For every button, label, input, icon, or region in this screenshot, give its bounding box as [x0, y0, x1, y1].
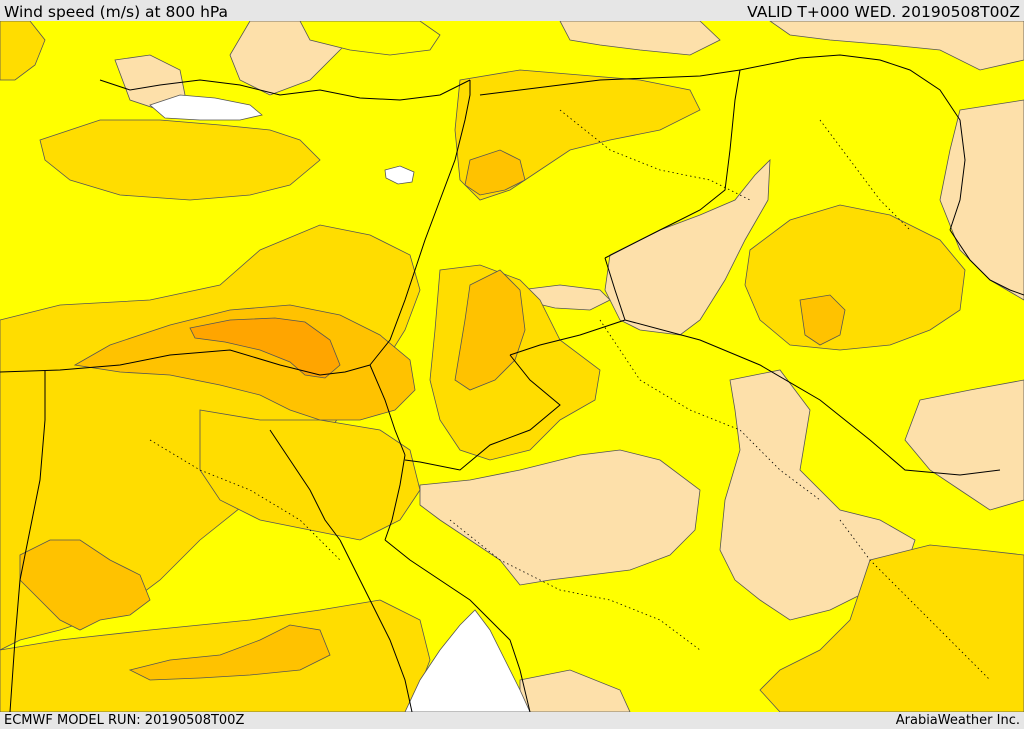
map-header: Wind speed (m/s) at 800 hPa VALID T+000 …: [0, 0, 1024, 21]
coastline-med-south: [0, 349, 371, 376]
red-sea-coast-west: [339, 539, 413, 712]
border-saudi-iraq: [624, 319, 1001, 476]
border-egypt-libya: [9, 370, 46, 712]
border-iraq-turkey: [799, 54, 966, 231]
wind-map-svg: [0, 21, 1024, 712]
model-run: ECMWF MODEL RUN: 20190508T00Z: [4, 713, 245, 728]
calm-region-syria: [604, 158, 771, 336]
valid-time: VALID T+000 WED. 20190508T00Z: [747, 3, 1020, 21]
red-sea-coast-east: [384, 539, 531, 712]
gulf-of-aqaba: [384, 454, 406, 541]
fresh-region-jordan-core: [454, 269, 526, 391]
border-jordan-saudi-south: [404, 354, 561, 471]
calm-region-ne-top: [769, 21, 1024, 71]
fresh-region-med-jet: [73, 304, 416, 421]
moderate-region-turkey-north: [299, 21, 441, 56]
map-title: Wind speed (m/s) at 800 hPa: [4, 3, 229, 21]
strong-region-jet-core: [189, 317, 341, 379]
moderate-region-se-corner: [759, 544, 1024, 712]
moderate-region-nw-corner: [0, 21, 46, 81]
border-egypt-israel: [369, 364, 406, 456]
no-data-regions: [149, 94, 531, 712]
no-data-red-sea: [404, 609, 531, 712]
wind-map[interactable]: [0, 21, 1024, 712]
calm-region-turkey: [559, 21, 721, 56]
fresh-region-egypt-strip: [128, 624, 331, 681]
calm-region-aegean: [114, 54, 186, 111]
no-data-small-patch: [384, 165, 415, 185]
border-syria-turkey: [479, 57, 801, 96]
gulf-of-suez: [269, 429, 341, 541]
border-syria-iraq: [604, 69, 741, 259]
calm-region-iraq: [744, 204, 966, 351]
border-iraq-iran: [949, 229, 1024, 296]
border-jordan-saudi: [509, 257, 626, 356]
moderate-region-aegean-belt: [39, 119, 321, 201]
credit: ArabiaWeather Inc.: [895, 713, 1020, 728]
internal-boundaries: [149, 109, 991, 681]
calm-region-arabia-east: [719, 369, 916, 621]
fresh-region-iraq: [799, 294, 846, 346]
fresh-region-lebanon: [464, 149, 526, 196]
calm-regions: [114, 21, 1024, 712]
strong-regions: [189, 317, 341, 379]
fresh-regions: [19, 149, 846, 681]
map-footer: ECMWF MODEL RUN: 20190508T00Z ArabiaWeat…: [0, 712, 1024, 729]
coastline-levant: [369, 80, 471, 366]
no-data-black-sea-patch: [149, 94, 263, 121]
fresh-region-libya: [19, 539, 151, 631]
boundaries: [0, 54, 1024, 712]
coastline-turkey-south: [99, 79, 471, 101]
dotted-boundary-4: [559, 109, 751, 201]
dotted-boundary-3: [149, 439, 341, 561]
calm-region-arabia-center: [419, 449, 701, 586]
calm-region-gulf: [904, 379, 1024, 511]
dotted-boundary-2: [449, 519, 701, 651]
